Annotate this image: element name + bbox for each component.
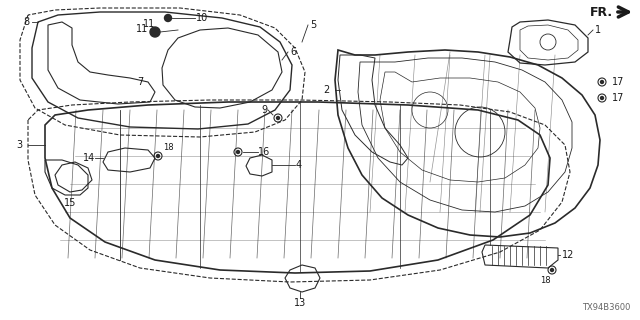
Text: TX94B3600: TX94B3600 <box>582 303 630 312</box>
Text: 1: 1 <box>595 25 601 35</box>
Text: 15: 15 <box>64 198 76 208</box>
Circle shape <box>600 97 604 100</box>
Text: 11: 11 <box>143 19 155 29</box>
Text: 10: 10 <box>196 13 208 23</box>
Text: 16: 16 <box>258 147 270 157</box>
Text: 3: 3 <box>16 140 22 150</box>
Text: 18: 18 <box>163 143 173 153</box>
Circle shape <box>237 150 239 154</box>
Text: 17: 17 <box>612 77 625 87</box>
Circle shape <box>164 14 172 21</box>
Text: 11: 11 <box>136 24 148 34</box>
Text: 12: 12 <box>562 250 574 260</box>
Text: 7: 7 <box>137 77 143 87</box>
Text: 18: 18 <box>540 276 550 285</box>
Text: 2: 2 <box>324 85 330 95</box>
Text: FR.: FR. <box>590 5 613 19</box>
Circle shape <box>157 155 159 157</box>
Text: 6: 6 <box>290 47 296 57</box>
Circle shape <box>276 116 280 119</box>
Text: 5: 5 <box>310 20 316 30</box>
Text: 4: 4 <box>296 160 302 170</box>
Text: 17: 17 <box>612 93 625 103</box>
Text: 14: 14 <box>83 153 95 163</box>
Text: 13: 13 <box>294 298 306 308</box>
Circle shape <box>550 268 554 271</box>
Text: 9: 9 <box>262 105 268 115</box>
Circle shape <box>150 27 160 37</box>
Text: 8: 8 <box>24 17 30 27</box>
Circle shape <box>600 81 604 84</box>
